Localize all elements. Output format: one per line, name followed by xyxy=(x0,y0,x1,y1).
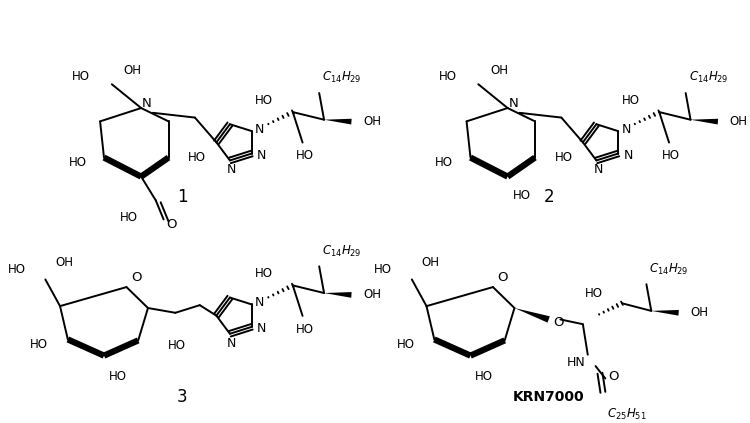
Text: HO: HO xyxy=(188,151,206,164)
Polygon shape xyxy=(651,310,679,316)
Text: HO: HO xyxy=(255,267,273,280)
Text: N: N xyxy=(256,149,266,162)
Text: OH: OH xyxy=(56,256,74,269)
Text: OH: OH xyxy=(124,64,142,77)
Polygon shape xyxy=(324,119,352,124)
Text: HO: HO xyxy=(68,156,86,169)
Text: HO: HO xyxy=(397,338,415,351)
Text: OH: OH xyxy=(422,256,440,269)
Text: HO: HO xyxy=(374,264,392,276)
Text: OH: OH xyxy=(490,64,508,77)
Text: N: N xyxy=(227,337,236,350)
Text: $C_{14}H_{29}$: $C_{14}H_{29}$ xyxy=(322,244,362,259)
Text: $C_{14}H_{29}$: $C_{14}H_{29}$ xyxy=(688,70,728,85)
Text: N: N xyxy=(509,97,518,110)
Text: HO: HO xyxy=(8,264,26,276)
Text: N: N xyxy=(256,322,266,335)
Text: $C_{14}H_{29}$: $C_{14}H_{29}$ xyxy=(650,261,688,277)
Text: HO: HO xyxy=(622,94,640,107)
Text: HO: HO xyxy=(584,287,602,300)
Text: 3: 3 xyxy=(177,387,188,406)
Text: N: N xyxy=(623,149,633,162)
Text: HO: HO xyxy=(512,189,530,202)
Text: N: N xyxy=(227,163,236,176)
Text: HO: HO xyxy=(167,339,185,352)
Text: N: N xyxy=(621,123,631,136)
Text: OH: OH xyxy=(363,115,381,128)
Text: OH: OH xyxy=(690,306,708,319)
Text: HO: HO xyxy=(662,149,680,162)
Text: N: N xyxy=(142,97,152,110)
Text: HO: HO xyxy=(435,156,453,169)
Text: OH: OH xyxy=(363,288,381,302)
Text: OH: OH xyxy=(730,115,748,128)
Text: HN: HN xyxy=(567,356,586,369)
Text: HO: HO xyxy=(109,370,127,383)
Text: O: O xyxy=(497,271,508,284)
Polygon shape xyxy=(691,119,718,124)
Text: N: N xyxy=(594,163,603,176)
Text: HO: HO xyxy=(255,94,273,107)
Text: N: N xyxy=(255,296,264,309)
Text: O: O xyxy=(166,218,177,231)
Text: HO: HO xyxy=(296,149,314,162)
Polygon shape xyxy=(324,292,352,298)
Text: O: O xyxy=(608,370,619,383)
Text: HO: HO xyxy=(296,323,314,336)
Text: 2: 2 xyxy=(543,188,554,206)
Text: HO: HO xyxy=(120,211,138,224)
Text: N: N xyxy=(255,123,264,136)
Text: 1: 1 xyxy=(177,188,188,206)
Text: HO: HO xyxy=(439,70,457,83)
Text: HO: HO xyxy=(30,338,48,351)
Text: HO: HO xyxy=(72,70,90,83)
Text: O: O xyxy=(131,271,142,284)
Text: $C_{14}H_{29}$: $C_{14}H_{29}$ xyxy=(322,70,362,85)
Text: HO: HO xyxy=(554,151,572,164)
Text: O: O xyxy=(554,316,564,329)
Text: HO: HO xyxy=(476,370,494,383)
Text: KRN7000: KRN7000 xyxy=(513,390,584,404)
Polygon shape xyxy=(514,308,550,323)
Text: $C_{25}H_{51}$: $C_{25}H_{51}$ xyxy=(608,407,646,422)
